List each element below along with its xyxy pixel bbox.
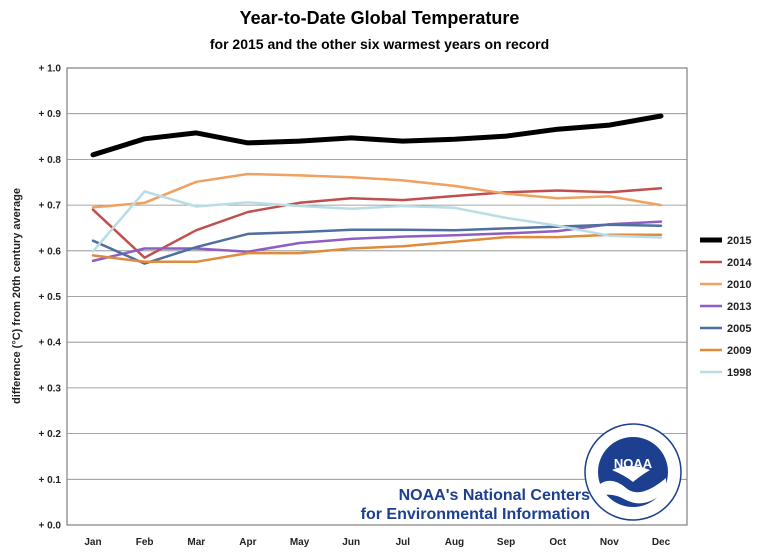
chart-subtitle: for 2015 and the other six warmest years… [209,36,550,52]
y-tick-label: + 0.0 [38,521,61,532]
x-tick-label: Jul [396,537,411,548]
y-tick-label: + 0.2 [38,429,61,440]
x-tick-label: Oct [549,537,566,548]
legend-label: 1998 [727,367,751,379]
x-tick-label: Dec [652,537,671,548]
x-axis-ticks: Jan Feb Mar Apr May Jun Jul Aug Sep Oct Nov Dec [84,537,670,548]
y-tick-label: + 1.0 [38,64,61,75]
series-lines [90,113,664,265]
x-tick-label: Sep [497,537,515,548]
chart-title: Year-to-Date Global Temperature [239,8,520,28]
svg-text:NOAA: NOAA [614,456,653,471]
series-line-2014 [91,186,663,259]
x-tick-label: Nov [600,537,619,548]
y-tick-label: + 0.6 [38,246,61,257]
x-tick-label: Jan [84,537,101,548]
y-axis-title: difference (°C) from 20th century averag… [11,188,23,404]
y-axis-ticks: + 0.0 + 0.1 + 0.2 + 0.3 + 0.4 + 0.5 + 0.6 + 0.7… [38,64,61,532]
gridlines [66,67,688,526]
series-line-2015 [90,113,664,158]
credit-line-1: NOAA's National Centers [398,487,590,504]
legend-label: 2005 [727,323,751,335]
series-line-2009 [91,233,663,264]
legend-label: 2013 [727,301,751,313]
series-line-2005 [91,223,663,265]
y-tick-label: + 0.4 [38,338,61,349]
x-tick-label: Aug [445,537,464,548]
y-tick-label: + 0.9 [38,109,61,120]
y-tick-label: + 0.8 [38,155,61,166]
x-tick-label: Mar [187,537,205,548]
y-tick-label: + 0.3 [38,383,61,394]
legend-label: 2015 [727,235,751,247]
legend-label: 2010 [727,279,751,291]
series-line-2013 [91,220,663,263]
y-axis-label: difference (°C) from 20th century averag… [11,188,23,404]
credit-text: NOAA's National Centers for Environmenta… [360,486,590,524]
y-tick-label: + 0.7 [38,201,61,212]
credit-line-2: for Environmental Information [360,506,590,523]
y-tick-label: + 0.5 [38,292,61,303]
legend-label: 2009 [727,345,751,357]
series-line-1998 [91,190,663,253]
y-tick-label: + 0.1 [38,475,61,486]
x-tick-label: Feb [136,537,154,548]
legend-label: 2014 [727,257,752,269]
x-tick-label: Jun [342,537,360,548]
x-tick-label: May [290,537,310,548]
legend: 2015 2014 2010 2013 2005 2009 1998 [700,235,752,379]
series-line-2010 [91,172,663,209]
x-tick-label: Apr [239,537,256,548]
noaa-logo: NOAA [584,423,682,521]
